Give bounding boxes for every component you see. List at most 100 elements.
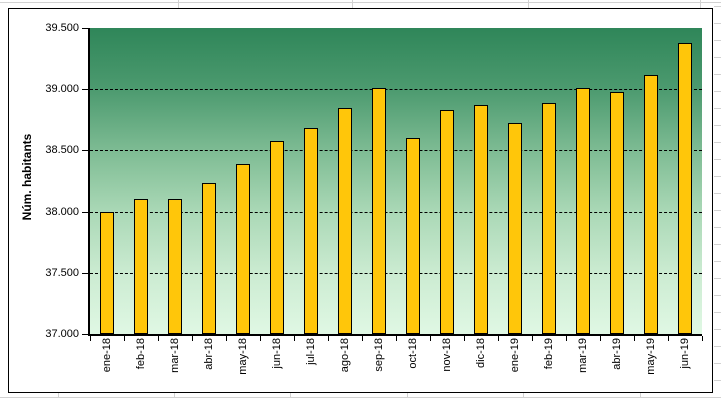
spreadsheet-gridline: [714, 210, 721, 211]
spreadsheet-gridline: [178, 0, 179, 8]
y-axis-tick-label: 38.500: [45, 144, 79, 156]
x-axis-tick: [464, 336, 465, 341]
x-axis-tick: [498, 336, 499, 341]
x-axis-tick: [90, 336, 91, 341]
spreadsheet-gridline: [714, 91, 721, 92]
x-axis-line: [88, 334, 702, 336]
spreadsheet-gridline: [0, 397, 721, 398]
x-axis-tick: [328, 336, 329, 341]
x-axis-tick: [260, 336, 261, 341]
x-axis-tick: [600, 336, 601, 341]
spreadsheet-gridline: [714, 74, 721, 75]
spreadsheet-gridline: [0, 2, 721, 3]
chart-object[interactable]: Núm. habitants 39.500 39.000 38.500 38.000 3…: [8, 8, 713, 393]
spreadsheet-gridline: [714, 227, 721, 228]
bar-may-18: [236, 164, 250, 334]
y-axis-tick: [82, 273, 89, 274]
spreadsheet-gridline: [714, 329, 721, 330]
x-axis-label: feb-18: [135, 338, 147, 370]
x-axis-tick: [192, 336, 193, 341]
x-axis-tick: [430, 336, 431, 341]
x-axis-label: may-18: [237, 338, 249, 375]
bar-abr-18: [202, 183, 216, 334]
x-axis-tick: [362, 336, 363, 341]
y-axis-tick-label: 38.000: [45, 206, 79, 218]
plot-area: [90, 28, 702, 334]
x-axis-label: dic-18: [475, 338, 487, 368]
x-axis-tick: [226, 336, 227, 341]
spreadsheet-gridline: [714, 363, 721, 364]
bar-ene-19: [508, 123, 522, 334]
spreadsheet-gridline: [523, 393, 524, 397]
x-axis-tick: [124, 336, 125, 341]
bar-jun-18: [270, 141, 284, 334]
bar-mar-18: [168, 199, 182, 334]
y-axis-tick: [82, 212, 89, 213]
bar-nov-18: [440, 110, 454, 334]
spreadsheet-gridline: [714, 6, 721, 7]
spreadsheet-gridline: [714, 193, 721, 194]
spreadsheet-gridline: [714, 261, 721, 262]
x-axis-label: mar-18: [169, 338, 181, 373]
y-axis-tick: [82, 89, 89, 90]
bar-may-19: [644, 75, 658, 334]
x-axis-label: may-19: [645, 338, 657, 375]
spreadsheet-gridline: [714, 125, 721, 126]
bar-sep-18: [372, 88, 386, 334]
x-axis-label: jun-19: [679, 338, 691, 369]
spreadsheet-gridline: [714, 380, 721, 381]
y-axis-tick-label: 39.500: [45, 22, 79, 34]
bar-jul-18: [304, 128, 318, 334]
bar-feb-19: [542, 103, 556, 334]
y-axis-tick-label: 39.000: [45, 83, 79, 95]
x-axis-label: jun-18: [271, 338, 283, 369]
spreadsheet-gridline: [714, 346, 721, 347]
x-axis-tick: [294, 336, 295, 341]
x-axis-tick: [532, 336, 533, 341]
bar-oct-18: [406, 138, 420, 334]
bar-abr-19: [610, 92, 624, 334]
y-axis-tick: [82, 28, 89, 29]
spreadsheet-gridline: [714, 295, 721, 296]
x-axis-tick: [634, 336, 635, 341]
bar-jun-19: [678, 43, 692, 334]
y-axis-tick-label: 37.000: [45, 328, 79, 340]
spreadsheet-gridline: [407, 393, 408, 397]
x-axis-tick: [668, 336, 669, 341]
gridline: [90, 211, 702, 213]
spreadsheet-gridline: [174, 393, 175, 397]
spreadsheet-gridline: [714, 312, 721, 313]
spreadsheet-gridline: [714, 278, 721, 279]
spreadsheet-gridline: [714, 57, 721, 58]
x-axis-label: mar-19: [577, 338, 589, 373]
spreadsheet-gridline: [640, 393, 641, 397]
y-axis-line: [88, 28, 90, 336]
x-axis-tick: [158, 336, 159, 341]
spreadsheet-gridline: [714, 176, 721, 177]
spreadsheet-gridline: [714, 244, 721, 245]
bar-dic-18: [474, 105, 488, 334]
x-axis-tick: [566, 336, 567, 341]
spreadsheet-gridline: [528, 0, 529, 8]
spreadsheet-gridline: [700, 0, 701, 8]
x-axis-label: abr-18: [203, 338, 215, 370]
x-axis-label: abr-19: [611, 338, 623, 370]
y-axis-tick-label: 37.500: [45, 267, 79, 279]
y-axis-tick: [82, 150, 89, 151]
x-axis-label: oct-18: [407, 338, 419, 369]
bar-mar-19: [576, 88, 590, 334]
gridline: [90, 150, 702, 152]
gridline: [90, 89, 702, 91]
spreadsheet-gridline: [58, 393, 59, 397]
spreadsheet-gridline: [352, 0, 353, 8]
spreadsheet-gridline: [714, 108, 721, 109]
spreadsheet-gridline: [714, 23, 721, 24]
x-axis-label: nov-18: [441, 338, 453, 372]
spreadsheet-gridline: [714, 142, 721, 143]
bar-ene-18: [100, 212, 114, 334]
x-axis-tick: [702, 336, 703, 341]
spreadsheet-gridline: [290, 393, 291, 397]
bar-feb-18: [134, 199, 148, 334]
x-axis-label: feb-19: [543, 338, 555, 370]
